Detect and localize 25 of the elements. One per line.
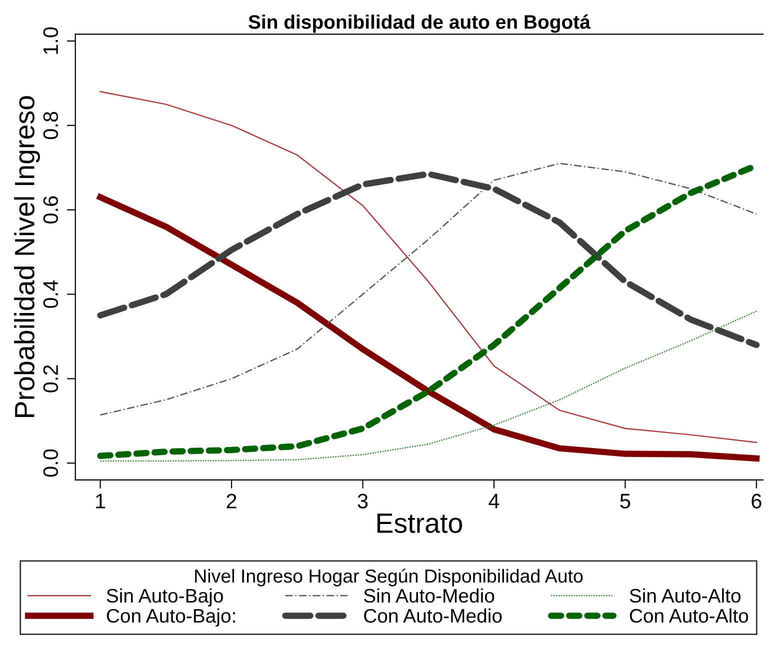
x-tick-label: 5 (620, 494, 630, 508)
x-tick-label: 3 (358, 494, 368, 508)
x-tick-label: 1 (96, 494, 106, 508)
legend-label: Sin Auto-Bajo (106, 588, 223, 606)
chart-title: Sin disponibilidad de auto en Bogotá (248, 14, 590, 33)
y-tick-label: 0.8 (43, 112, 58, 140)
y-axis-title: Probabilidad Nivel Ingreso (14, 96, 40, 417)
legend-label: Con Auto-Alto (630, 608, 748, 623)
y-tick-label: 0.0 (43, 449, 58, 477)
line-series (100, 310, 758, 462)
legend-label: Con Auto-Bajo: (106, 608, 235, 627)
x-tick-label: 4 (488, 494, 500, 508)
x-tick-label: 6 (752, 494, 762, 508)
y-tick-label: 1.0 (43, 27, 58, 54)
legend-label: Sin Auto-Medio (364, 588, 494, 603)
x-axis-title: Estrato (377, 514, 462, 533)
line-series (100, 162, 758, 416)
y-tick-label: 0.4 (43, 280, 58, 308)
legend-label: Con Auto-Medio (364, 608, 502, 623)
y-tick-label: 0.2 (43, 365, 58, 392)
x-tick-label: 2 (226, 494, 236, 508)
line-series (100, 91, 758, 444)
y-tick-label: 0.6 (43, 196, 58, 224)
legend-label: Sin Auto-Alto (630, 588, 740, 603)
legend-title: Nivel Ingreso Hogar Según Disponibilidad Auto (195, 568, 583, 586)
